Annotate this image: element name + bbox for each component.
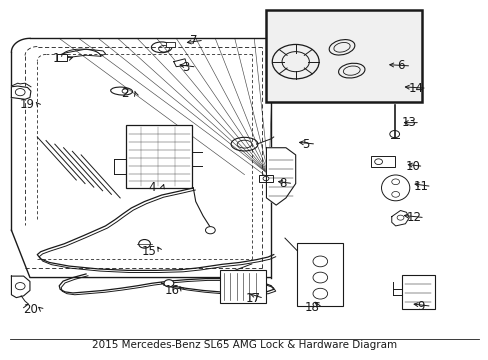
Text: 18: 18 [304,301,319,314]
Polygon shape [11,276,30,298]
Circle shape [163,280,173,287]
Text: 7: 7 [189,33,197,47]
Polygon shape [266,148,295,205]
Text: 17: 17 [245,292,260,305]
Bar [220,270,266,303]
Text: 14: 14 [408,82,423,95]
Text: 5: 5 [301,138,308,150]
Bar [166,42,175,46]
Polygon shape [11,86,31,99]
Text: 20: 20 [23,303,38,316]
Bar [370,156,394,167]
Text: 2015 Mercedes-Benz SL65 AMG Lock & Hardware Diagram: 2015 Mercedes-Benz SL65 AMG Lock & Hardw… [92,340,396,350]
Bar [390,79,401,87]
Text: 11: 11 [413,180,427,193]
Text: 16: 16 [164,284,180,297]
Text: 8: 8 [278,177,285,190]
Bar [266,10,422,102]
Text: 19: 19 [20,98,35,111]
Text: 12: 12 [406,211,421,224]
Polygon shape [391,211,408,226]
Circle shape [205,226,215,234]
Text: 4: 4 [148,181,155,194]
Bar [57,54,66,61]
Text: 9: 9 [416,300,424,313]
Circle shape [139,239,150,248]
Bar [259,175,272,182]
Text: 13: 13 [401,116,416,129]
Text: 1: 1 [53,52,61,65]
Text: 3: 3 [182,60,189,73]
Text: 6: 6 [396,59,404,72]
Text: 2: 2 [121,87,128,100]
Bar [401,275,434,309]
Text: 15: 15 [142,244,157,257]
Polygon shape [173,59,186,67]
Bar [126,125,192,188]
Text: 10: 10 [405,160,419,173]
Bar [297,243,343,306]
